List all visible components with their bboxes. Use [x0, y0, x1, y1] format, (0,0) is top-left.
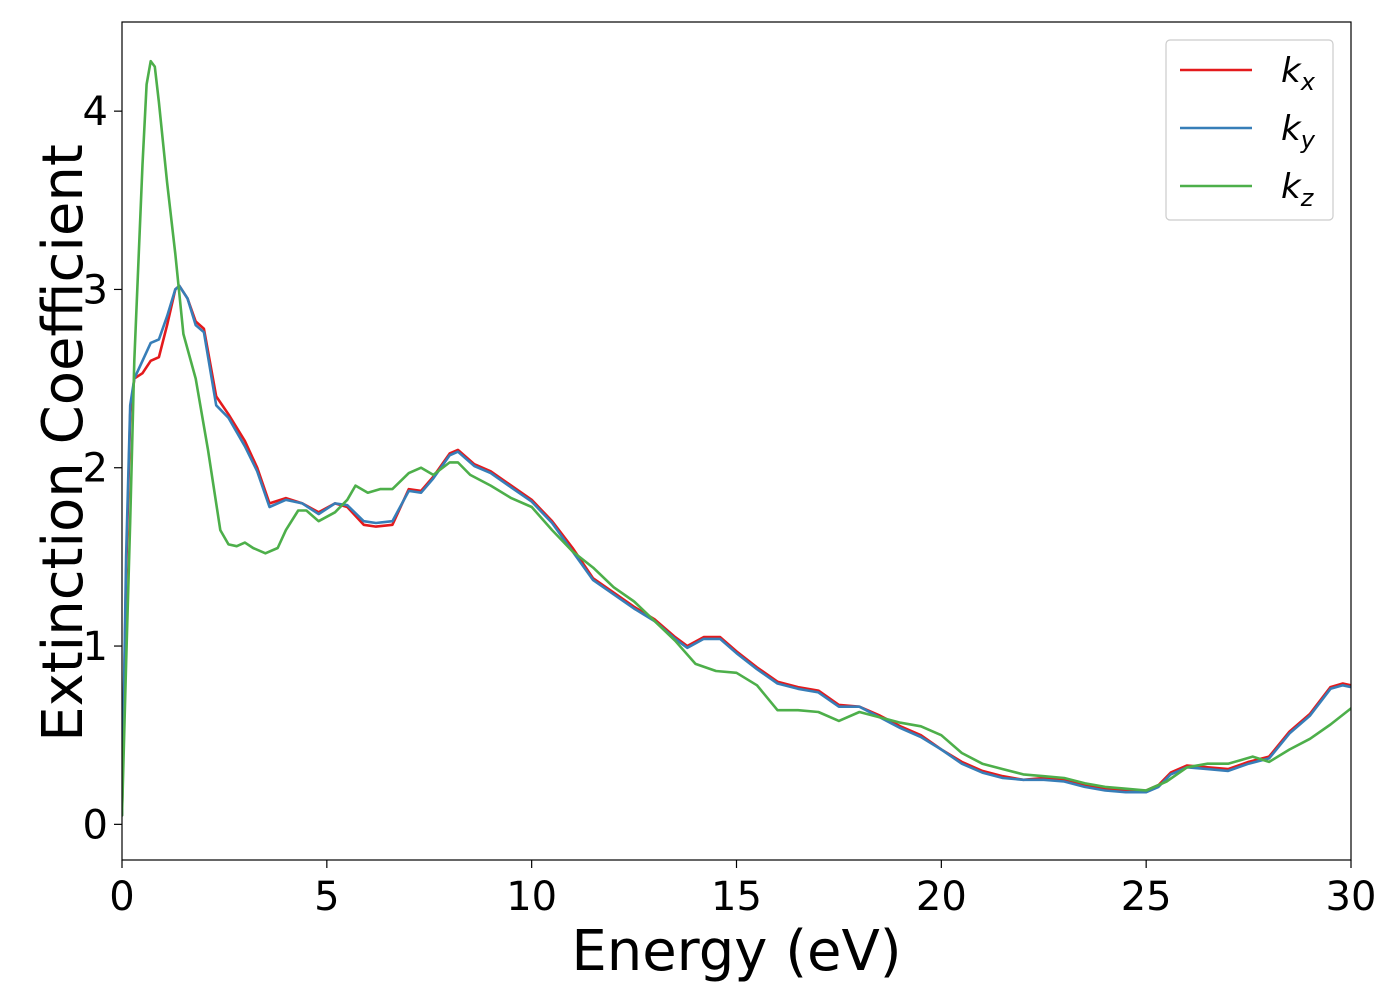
- legend-label-main: k: [1281, 51, 1302, 91]
- x-tick-label: 5: [314, 874, 339, 920]
- series-layer: [122, 59, 1351, 817]
- y-tick-label: 0: [83, 802, 108, 848]
- y-tick-label: 4: [83, 89, 108, 135]
- legend-label-ky: ky: [1281, 109, 1316, 154]
- y-axis-ticks: 0 1 2 3 4: [83, 89, 122, 848]
- legend-label-subscript: y: [1300, 126, 1316, 154]
- x-tick-label: 15: [711, 874, 762, 920]
- legend-label-main: k: [1281, 109, 1302, 149]
- series-line-ky: [122, 284, 1351, 817]
- legend-label-main: k: [1281, 167, 1302, 207]
- x-tick-label: 0: [109, 874, 134, 920]
- y-tick-label: 3: [83, 267, 108, 313]
- series-line-kx: [122, 284, 1351, 817]
- y-tick-label: 1: [83, 624, 108, 670]
- x-axis-label: Energy (eV): [571, 919, 901, 984]
- x-tick-label: 30: [1326, 874, 1377, 920]
- x-axis-ticks: 0 5 10 15 20 25 30: [109, 860, 1376, 920]
- x-tick-label: 10: [506, 874, 557, 920]
- y-tick-label: 2: [83, 446, 108, 492]
- legend-label-subscript: x: [1300, 68, 1316, 96]
- legend-label-kx: kx: [1281, 51, 1316, 96]
- legend-label-kz: kz: [1281, 167, 1315, 212]
- y-axis-label: Extinction Coefficient: [31, 144, 96, 742]
- legend-box: [1165, 39, 1334, 221]
- x-tick-label: 20: [916, 874, 967, 920]
- legend-label-subscript: z: [1300, 184, 1315, 212]
- series-line-kz: [122, 59, 1351, 817]
- x-tick-label: 25: [1121, 874, 1172, 920]
